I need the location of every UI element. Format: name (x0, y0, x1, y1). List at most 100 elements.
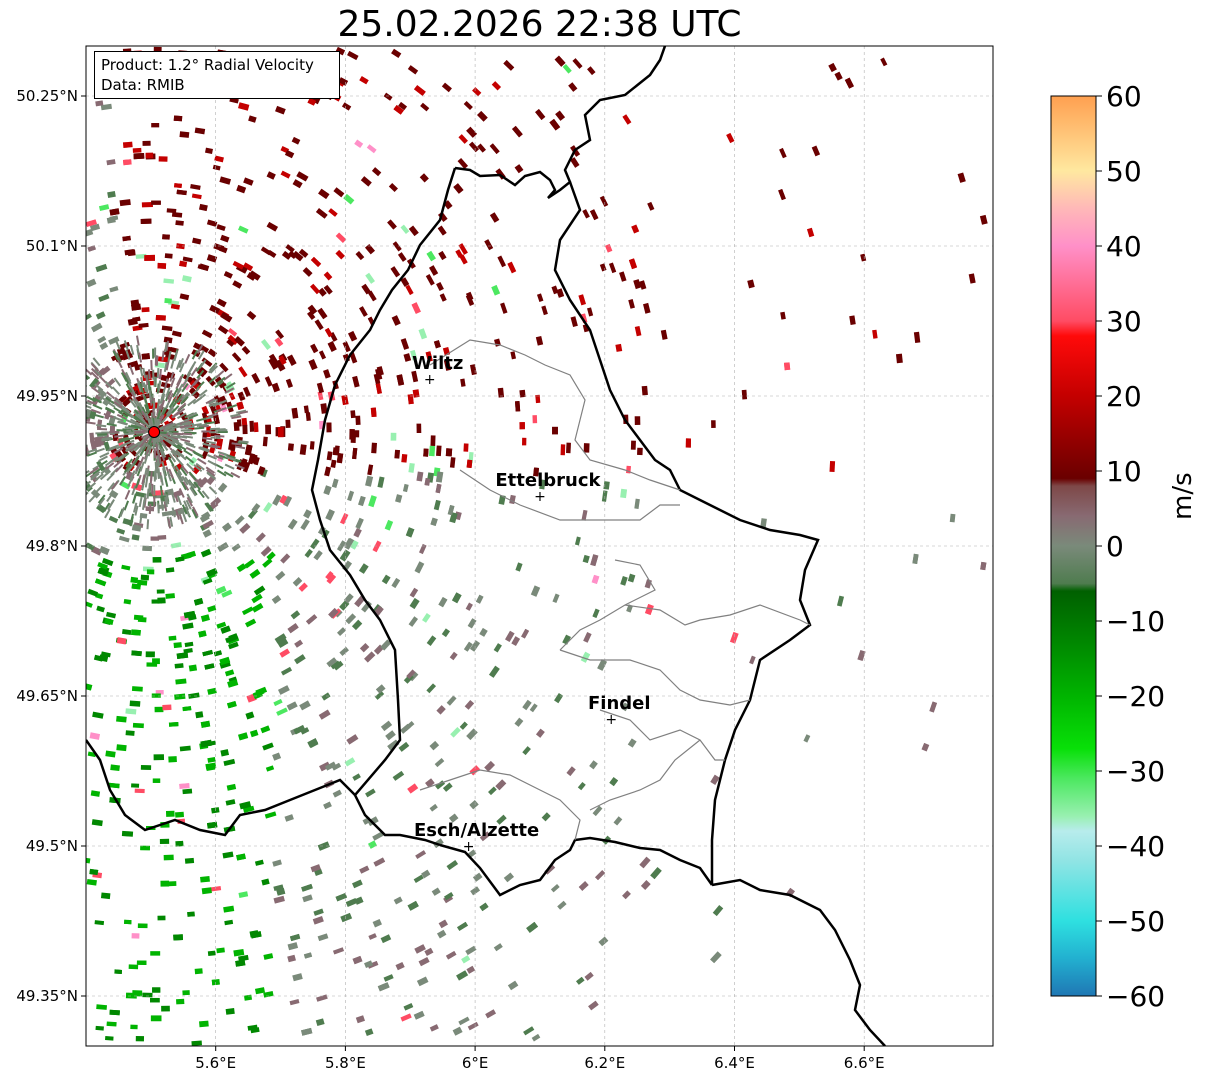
velocity-gate (335, 249, 345, 260)
clutter-gate (133, 433, 144, 438)
clutter-gate (205, 440, 216, 445)
velocity-gate (374, 690, 385, 700)
velocity-gate (372, 540, 382, 553)
clutter-gate (175, 466, 183, 476)
velocity-gate (968, 273, 976, 284)
velocity-gate (216, 621, 227, 629)
velocity-gate (272, 752, 281, 761)
velocity-gate (269, 353, 278, 365)
velocity-gate (224, 669, 235, 677)
velocity-gate (466, 459, 473, 469)
velocity-gate (929, 701, 938, 713)
velocity-gate (412, 389, 420, 398)
lon-tick-label: 6.2°E (584, 1054, 625, 1072)
velocity-gate (276, 888, 286, 896)
velocity-gate (267, 249, 277, 258)
velocity-gate (162, 704, 172, 711)
velocity-gate (377, 982, 390, 992)
velocity-gate (484, 760, 496, 772)
velocity-gate (491, 284, 501, 296)
velocity-gate (154, 706, 164, 713)
velocity-gate (857, 649, 866, 662)
velocity-gate (507, 980, 519, 991)
clutter-gate (207, 459, 218, 467)
velocity-gate (225, 799, 236, 806)
velocity-gate (620, 488, 628, 499)
velocity-gate (182, 990, 190, 996)
velocity-gate (280, 170, 291, 179)
velocity-gate (195, 711, 204, 719)
velocity-gate (294, 654, 306, 665)
velocity-gate (157, 915, 166, 921)
velocity-gate (151, 200, 161, 205)
velocity-gate (550, 884, 560, 893)
velocity-gate (219, 362, 229, 373)
clutter-gate (165, 340, 170, 351)
velocity-gate (190, 184, 201, 190)
velocity-gate (406, 669, 416, 680)
velocity-gate (170, 542, 182, 549)
velocity-gate (121, 564, 131, 571)
velocity-gate (279, 494, 288, 504)
velocity-gate (241, 417, 248, 427)
velocity-gate (434, 758, 445, 768)
country-borders (86, 46, 886, 1046)
velocity-gate (495, 779, 507, 791)
velocity-gate (188, 692, 200, 699)
velocity-gate (89, 410, 97, 420)
velocity-gate (335, 46, 346, 56)
clutter-gate (183, 422, 195, 427)
velocity-gate (131, 650, 142, 657)
velocity-gate (164, 298, 172, 304)
clutter-gate (181, 382, 189, 393)
clutter-gate (86, 421, 96, 425)
clutter-gate (194, 426, 205, 430)
velocity-gate (350, 434, 356, 443)
clutter-gate (160, 500, 164, 511)
velocity-gate (287, 954, 296, 963)
velocity-gate (263, 953, 274, 960)
velocity-gate (436, 281, 444, 292)
velocity-gate (110, 764, 120, 772)
clutter-gate (104, 459, 115, 467)
clutter-gate (167, 392, 174, 403)
velocity-gate (133, 152, 145, 160)
clutter-gate (90, 408, 101, 414)
velocity-gate (489, 212, 500, 223)
velocity-gate (458, 1016, 470, 1026)
city-marker: + (534, 489, 546, 505)
clutter-gate (199, 447, 210, 453)
clutter-gate (65, 410, 75, 412)
clutter-gate (107, 446, 118, 452)
clutter-gate (196, 457, 207, 465)
velocity-gate (496, 814, 507, 825)
velocity-gate (383, 92, 393, 101)
velocity-gate (95, 100, 104, 107)
velocity-gate (99, 341, 109, 351)
velocity-gate (388, 182, 398, 193)
clutter-gate (130, 391, 138, 402)
velocity-gate (849, 315, 856, 325)
velocity-gate (131, 783, 140, 788)
velocity-gate (351, 619, 363, 631)
velocity-gate (242, 386, 251, 398)
velocity-gate (219, 656, 231, 666)
clutter-gate (173, 432, 184, 436)
velocity-gate (276, 707, 288, 716)
velocity-gate (140, 218, 152, 224)
clutter-gate (113, 406, 123, 414)
velocity-gate (505, 630, 515, 643)
clutter-gate (98, 455, 108, 462)
velocity-gate (554, 693, 564, 704)
clutter-gate (128, 425, 139, 430)
velocity-gate (253, 585, 266, 596)
velocity-gate (249, 729, 259, 738)
velocity-gate (949, 513, 956, 523)
velocity-gate (140, 765, 152, 770)
velocity-gate (302, 267, 313, 277)
axis-ticks: 50.25°N 50.1°N 49.95°N 49.8°N 49.65°N 49.5°N 4… (16, 87, 884, 1072)
clutter-gate (86, 374, 91, 380)
velocity-gate (313, 550, 323, 561)
velocity-gate (409, 597, 420, 610)
colorbar (1051, 96, 1096, 996)
